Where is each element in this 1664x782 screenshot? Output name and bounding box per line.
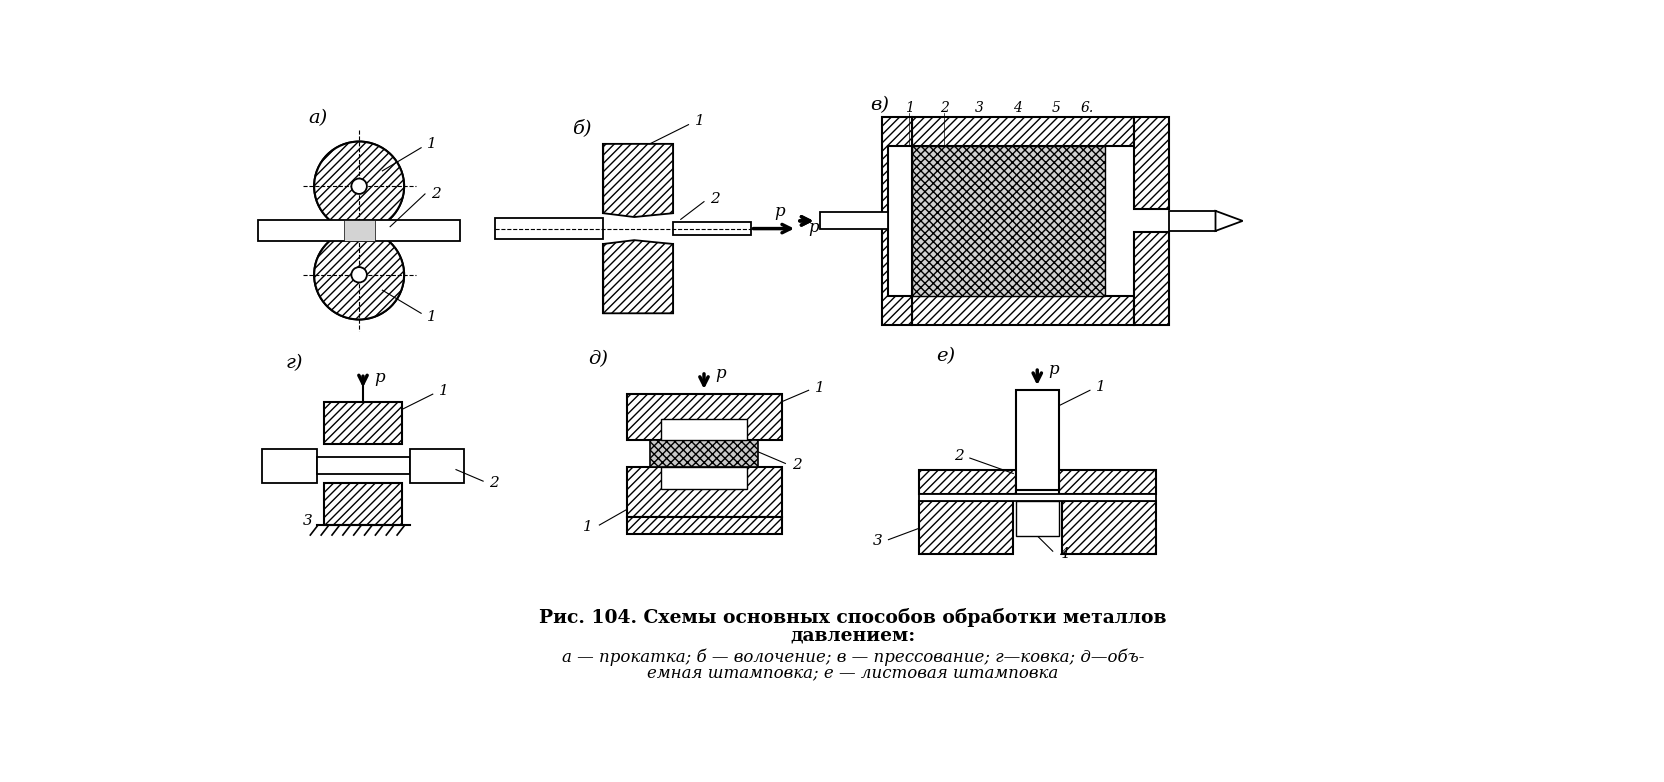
Circle shape — [351, 267, 366, 282]
Text: а): а) — [310, 109, 328, 127]
Bar — [649, 440, 759, 468]
Text: а — прокатка; б — волочение; в — прессование; г—ковка; д—объ-: а — прокатка; б — волочение; в — прессов… — [562, 649, 1143, 666]
Text: 3: 3 — [975, 101, 983, 115]
Bar — [912, 117, 1135, 146]
Bar — [409, 449, 464, 483]
Bar — [889, 146, 912, 296]
Bar — [1135, 117, 1170, 210]
Polygon shape — [1215, 211, 1243, 231]
Bar — [920, 501, 1013, 554]
Text: 1: 1 — [815, 381, 825, 395]
Text: р: р — [374, 368, 384, 386]
Bar — [359, 220, 459, 242]
Text: 1: 1 — [428, 137, 438, 151]
Circle shape — [314, 230, 404, 320]
Bar — [1170, 211, 1215, 231]
Text: 2: 2 — [792, 458, 802, 472]
Text: 2: 2 — [940, 101, 948, 115]
Text: емная штамповка; е — листовая штамповка: емная штамповка; е — листовая штамповка — [647, 665, 1058, 681]
Bar — [672, 222, 750, 235]
Text: 2: 2 — [711, 192, 721, 206]
Text: р: р — [809, 218, 819, 235]
Bar — [912, 146, 1105, 296]
Text: г): г) — [286, 354, 303, 372]
Text: 1: 1 — [1097, 380, 1107, 394]
Bar — [263, 449, 316, 483]
Text: б): б) — [572, 120, 592, 138]
Text: 4: 4 — [1058, 547, 1068, 561]
Text: 2: 2 — [431, 187, 441, 201]
Bar — [627, 394, 782, 440]
Bar — [604, 244, 672, 314]
Bar — [882, 117, 912, 325]
Text: давлением:: давлением: — [790, 627, 915, 645]
Circle shape — [314, 230, 404, 320]
Bar — [920, 494, 1156, 501]
Circle shape — [314, 142, 404, 231]
Text: в): в) — [870, 96, 890, 114]
Bar — [627, 518, 782, 534]
Text: д): д) — [587, 350, 607, 368]
Bar — [912, 296, 1135, 325]
Circle shape — [314, 142, 404, 231]
Text: 1: 1 — [905, 101, 914, 115]
Bar — [1017, 390, 1058, 490]
Text: р: р — [775, 203, 785, 221]
Polygon shape — [604, 144, 672, 217]
Bar — [820, 213, 889, 229]
Polygon shape — [604, 240, 672, 314]
Text: р: р — [1048, 361, 1058, 378]
Bar — [324, 482, 401, 525]
Bar — [661, 419, 747, 440]
Bar — [1017, 501, 1058, 536]
Bar — [1062, 501, 1156, 554]
Text: 4: 4 — [1013, 101, 1022, 115]
Bar — [627, 468, 782, 518]
Circle shape — [351, 178, 366, 194]
Bar — [604, 144, 672, 213]
Text: 1: 1 — [584, 519, 592, 533]
Bar — [920, 470, 1017, 494]
Bar — [258, 220, 359, 242]
Bar — [1135, 232, 1170, 325]
Bar — [494, 218, 604, 239]
Text: 3: 3 — [303, 515, 313, 528]
Bar — [316, 457, 409, 474]
Bar — [324, 402, 401, 444]
Bar — [344, 220, 374, 242]
Text: 6.: 6. — [1082, 101, 1095, 115]
Text: 2: 2 — [953, 449, 963, 463]
Text: 1: 1 — [439, 384, 449, 398]
Text: 3: 3 — [872, 534, 882, 548]
Text: 5: 5 — [1052, 101, 1062, 115]
Text: 1: 1 — [694, 114, 704, 127]
Bar — [1058, 470, 1156, 494]
Text: Рис. 104. Схемы основных способов обработки металлов: Рис. 104. Схемы основных способов обрабо… — [539, 608, 1166, 627]
Text: е): е) — [937, 346, 955, 364]
Text: 1: 1 — [428, 310, 438, 325]
Text: 2: 2 — [489, 475, 499, 490]
Text: р: р — [716, 365, 726, 382]
Bar — [661, 468, 747, 489]
